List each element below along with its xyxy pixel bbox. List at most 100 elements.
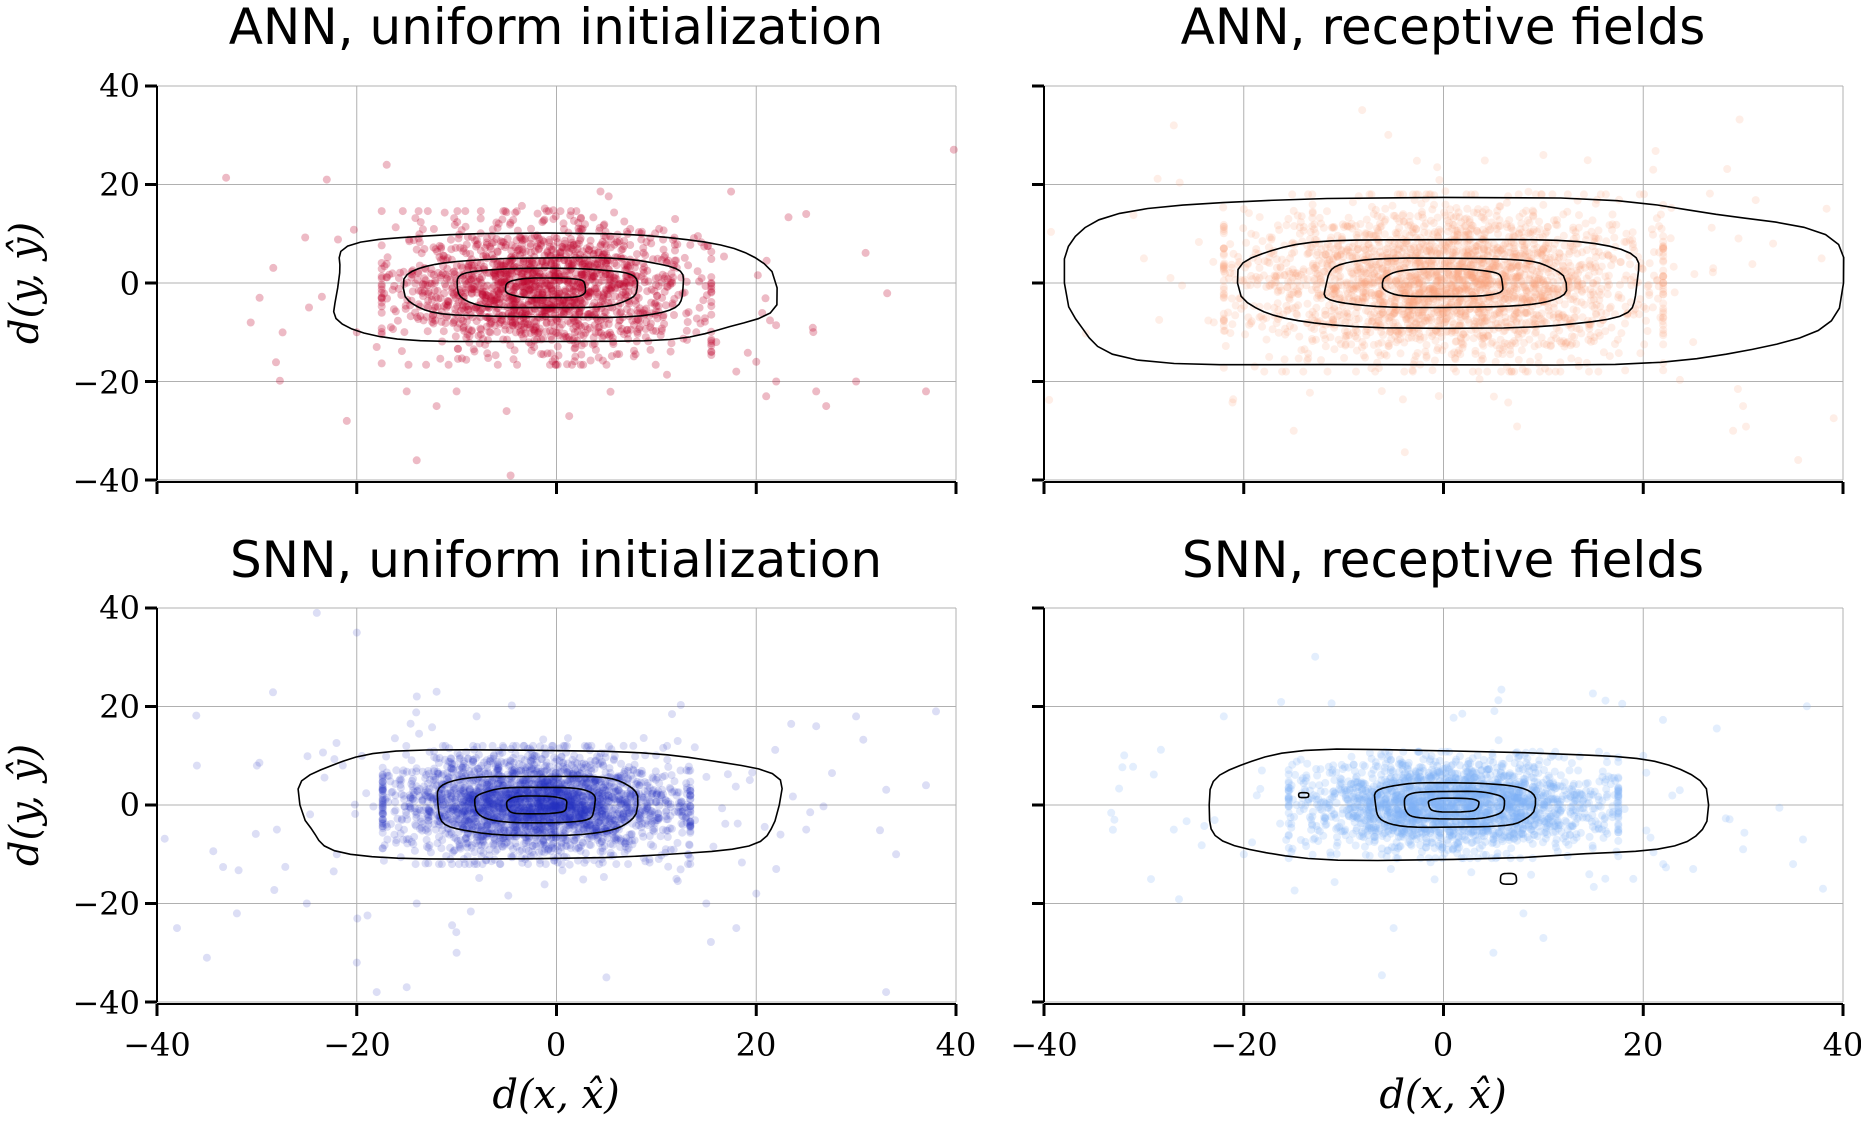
scatter-point xyxy=(659,226,668,235)
scatter-point xyxy=(489,272,498,280)
scatter-point xyxy=(637,235,646,244)
scatter-point xyxy=(1654,282,1663,291)
scatter-point xyxy=(629,352,638,361)
scatter-point xyxy=(546,281,555,290)
panel-ann-uniform: ANN, uniform initialization 40 20 0 −20 … xyxy=(2,0,958,500)
scatter-point xyxy=(505,258,514,267)
scatter-point xyxy=(1582,358,1591,367)
scatter-point xyxy=(465,338,474,347)
scatter-point xyxy=(1560,300,1569,309)
scatter-point xyxy=(349,225,358,234)
scatter-point xyxy=(1228,320,1237,329)
scatter-point xyxy=(1525,335,1534,344)
scatter-point xyxy=(583,325,592,334)
scatter-point xyxy=(1428,366,1437,375)
scatter-point xyxy=(1457,218,1466,227)
scatter-point xyxy=(707,335,716,344)
scatter-points xyxy=(160,608,940,997)
scatter-point xyxy=(1640,340,1649,349)
scatter-point xyxy=(1306,242,1315,251)
scatter-point xyxy=(527,234,536,243)
scatter-point xyxy=(1400,448,1409,457)
scatter-point xyxy=(518,288,527,297)
scatter-point xyxy=(1455,286,1464,295)
scatter-point xyxy=(571,343,580,352)
scatter-point xyxy=(562,333,571,342)
scatter-point xyxy=(601,285,610,294)
scatter-point xyxy=(540,204,549,213)
scatter-point xyxy=(508,263,517,272)
scatter-point xyxy=(1401,281,1410,290)
scatter-point xyxy=(1642,316,1650,325)
scatter-point xyxy=(1616,257,1625,266)
scatter-point xyxy=(1258,322,1267,331)
scatter-point xyxy=(542,258,551,267)
scatter-point xyxy=(1328,223,1337,232)
scatter-point xyxy=(1265,281,1274,290)
scatter-point xyxy=(625,299,634,308)
scatter-point xyxy=(1622,229,1631,238)
scatter-point xyxy=(533,239,542,248)
scatter-point xyxy=(639,248,648,257)
scatter-point xyxy=(423,207,432,216)
scatter-point xyxy=(700,242,709,251)
scatter-point xyxy=(1308,335,1316,343)
scatter-point xyxy=(1614,349,1623,358)
scatter-point xyxy=(547,287,556,296)
scatter-point xyxy=(808,323,817,332)
scatter-point xyxy=(589,213,598,222)
scatter-point xyxy=(493,293,502,302)
scatter-point xyxy=(1284,214,1293,223)
scatter-point xyxy=(1398,307,1407,316)
scatter-point xyxy=(452,261,461,270)
scatter-point xyxy=(671,246,679,255)
scatter-point xyxy=(1655,222,1664,231)
scatter-point xyxy=(707,310,716,319)
scatter-point xyxy=(1626,260,1634,269)
scatter-point xyxy=(1321,342,1330,351)
scatter-point xyxy=(480,262,489,271)
scatter-point xyxy=(561,286,570,295)
scatter-point xyxy=(334,235,342,244)
scatter-point xyxy=(481,293,490,302)
scatter-point xyxy=(1310,325,1319,334)
scatter-point xyxy=(590,246,599,255)
scatter-point xyxy=(560,308,568,317)
scatter-point xyxy=(459,292,468,301)
scatter-point xyxy=(1354,192,1363,201)
scatter-point xyxy=(1578,260,1587,269)
scatter-point xyxy=(454,234,463,243)
scatter-point xyxy=(615,316,624,325)
scatter-point xyxy=(394,274,403,282)
scatter-point xyxy=(1378,265,1387,274)
scatter-point xyxy=(693,267,702,276)
scatter-point xyxy=(556,207,565,216)
scatter-point xyxy=(450,214,459,223)
scatter-point xyxy=(629,320,638,329)
scatter-point xyxy=(1403,299,1412,308)
scatter-point xyxy=(1434,392,1443,401)
scatter-point xyxy=(1305,388,1314,397)
scatter-point xyxy=(594,327,603,336)
scatter-point xyxy=(555,289,564,298)
scatter-point xyxy=(383,294,391,303)
scatter-point xyxy=(1645,259,1654,268)
scatter-point xyxy=(1313,248,1322,257)
scatter-point xyxy=(447,245,456,254)
scatter-point xyxy=(278,328,287,337)
scatter-point xyxy=(753,271,762,280)
scatter-point xyxy=(1480,258,1488,267)
scatter-point xyxy=(1258,237,1267,246)
scatter-point xyxy=(1288,190,1297,199)
scatter-point xyxy=(1385,341,1393,350)
scatter-point xyxy=(493,224,502,233)
scatter-point xyxy=(1421,261,1430,270)
scatter-point xyxy=(577,270,586,279)
scatter-point xyxy=(570,328,579,337)
scatter-point xyxy=(434,294,443,303)
scatter-point xyxy=(422,360,431,369)
scatter-point xyxy=(1285,295,1294,304)
scatter-point xyxy=(1551,367,1560,376)
scatter-point xyxy=(1567,354,1576,363)
